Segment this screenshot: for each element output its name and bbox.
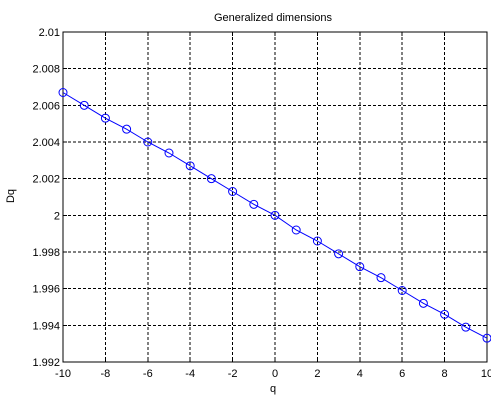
x-tick-label: -4 <box>185 368 195 380</box>
data-point-marker <box>270 210 280 220</box>
data-point-marker <box>291 225 301 235</box>
data-point-marker <box>206 174 216 184</box>
y-tick-label: 1.994 <box>32 320 60 332</box>
data-point-marker <box>397 286 407 295</box>
y-tick-label: 2.01 <box>39 27 60 39</box>
data-point-marker <box>376 273 386 283</box>
data-point-marker <box>312 236 322 246</box>
data-point-marker <box>164 148 174 158</box>
data-point-marker <box>143 137 153 147</box>
grid-layer <box>63 32 487 362</box>
series-layer <box>58 88 491 343</box>
x-tick-label: 4 <box>357 368 363 380</box>
x-tick-label: -2 <box>228 368 238 380</box>
data-point-marker <box>122 124 132 134</box>
x-tick-label: -8 <box>101 368 111 380</box>
data-point-marker <box>185 161 195 171</box>
data-point-marker <box>249 199 259 209</box>
y-tick-label: 1.992 <box>32 357 60 369</box>
data-point-marker <box>440 309 450 319</box>
y-tick-label: 2.006 <box>32 100 60 112</box>
x-tick-label: 10 <box>481 368 491 380</box>
chart-title: Generalized dimensions <box>214 12 333 24</box>
y-axis-label: Dq <box>5 189 17 203</box>
x-tick-label: -6 <box>143 368 153 380</box>
data-point-marker <box>228 187 238 196</box>
x-axis-label: q <box>270 383 276 395</box>
data-point-marker <box>482 333 491 343</box>
series-line <box>62 92 488 339</box>
x-tick-label: 2 <box>314 368 320 380</box>
data-point-marker <box>418 298 428 308</box>
y-tick-label: 2 <box>54 210 60 222</box>
y-tick-label: 1.998 <box>32 247 60 259</box>
data-point-marker <box>79 100 89 110</box>
x-tick-label: 6 <box>399 368 405 380</box>
data-point-marker <box>334 249 344 259</box>
y-tick-label: 2.008 <box>32 64 60 76</box>
y-tick-label: 1.996 <box>32 284 60 296</box>
y-tick-label: 2.004 <box>32 137 60 149</box>
x-tick-label: -10 <box>55 368 71 380</box>
y-tick-label: 2.002 <box>32 174 60 186</box>
x-tick-label: 0 <box>272 368 278 380</box>
ticks-layer: -10 -8 -6 -4 -2 0 2 4 6 8 10 1.992 1.994 1.996 1.998 2 2… <box>32 27 491 380</box>
data-point-marker <box>100 113 110 123</box>
data-point-marker <box>58 88 68 97</box>
data-point-marker <box>461 322 471 332</box>
x-tick-label: 8 <box>442 368 448 380</box>
data-point-marker <box>355 262 365 272</box>
